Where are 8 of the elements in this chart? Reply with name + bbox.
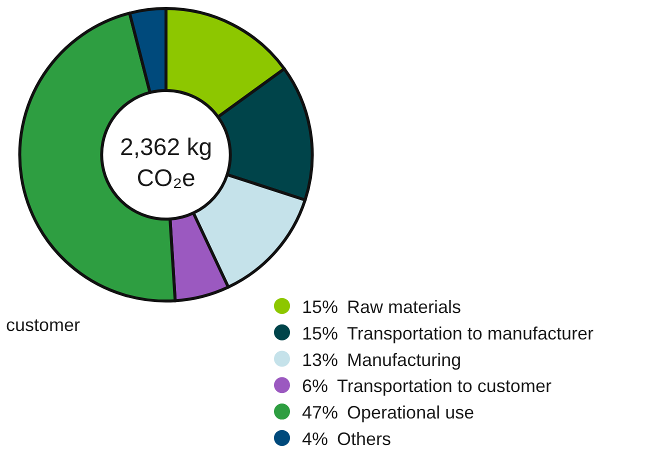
legend-label: 15% Transportation to manufacturer [302, 323, 594, 344]
text: 2,362 kg CO₂e [120, 134, 212, 192]
legend-label: 15% Raw materials [302, 296, 462, 317]
legend-label: 6% Transportation to customer [302, 376, 552, 396]
legend-label: 47% Operational use [302, 402, 474, 423]
legend-label: 13% Manufacturing [302, 350, 462, 370]
legend-label: 4% Others [302, 428, 392, 449]
text: customer [6, 315, 80, 335]
